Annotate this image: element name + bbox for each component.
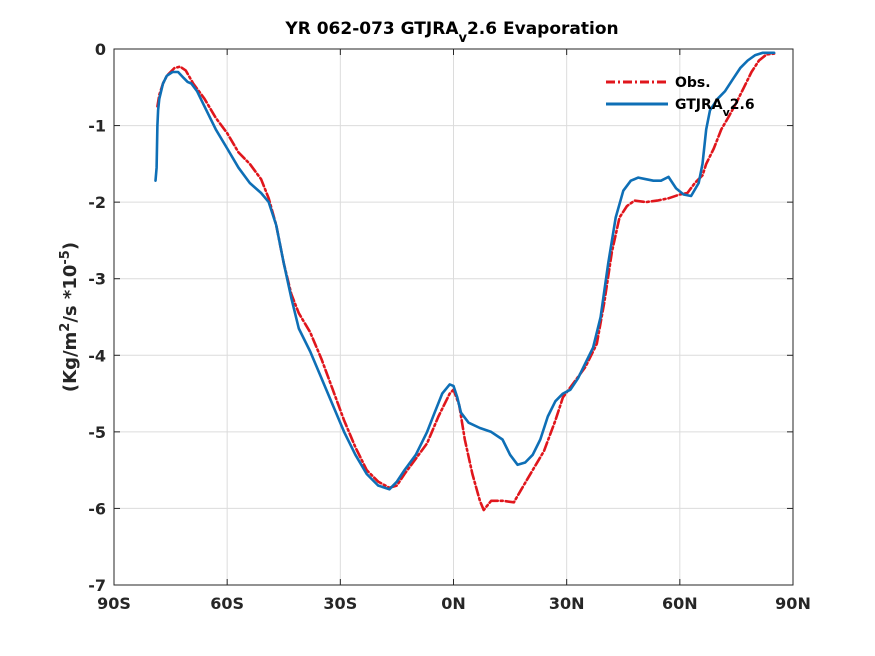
y-tick-label: -1	[88, 117, 106, 136]
y-axis-label-mid: /s *10	[60, 265, 81, 323]
y-tick-label: -2	[88, 193, 106, 212]
chart-title: YR 062-073 GTJRAv2.6 Evaporation	[284, 19, 618, 46]
y-tick-label: -3	[88, 270, 106, 289]
y-tick-label: -6	[88, 499, 106, 518]
y-axis-label-sup1: 2	[58, 323, 73, 332]
x-tick-label: 90S	[97, 594, 131, 613]
y-axis-label: (Kg/m2/s *10-5)	[58, 242, 81, 392]
x-tick-label: 60S	[210, 594, 244, 613]
y-axis-label-sup2: -5	[58, 250, 73, 264]
x-tick-label: 60N	[662, 594, 698, 613]
y-tick-label: -7	[88, 576, 106, 595]
series-lines	[154, 51, 776, 512]
y-tick-label: -5	[88, 423, 106, 442]
y-axis-label-end: )	[60, 242, 81, 250]
chart-title-subscript: v	[458, 31, 467, 46]
x-tick-label: 30N	[549, 594, 585, 613]
legend-label-gtjra: GTJRAv2.6	[675, 97, 755, 119]
legend-label-gtjra-rest: 2.6	[730, 97, 755, 113]
legend: Obs. GTJRAv2.6	[606, 75, 755, 119]
y-tick-label: -4	[88, 346, 106, 365]
x-tick-label: 30S	[323, 594, 357, 613]
x-tick-label: 90N	[775, 594, 811, 613]
legend-label-obs: Obs.	[675, 75, 711, 91]
x-tick-label: 0N	[441, 594, 466, 613]
chart-title-rest: 2.6 Evaporation	[467, 19, 619, 39]
series-line-gtjra	[154, 51, 776, 491]
series-line-obs	[156, 52, 776, 512]
y-tick-label: 0	[95, 40, 106, 59]
axis-ticks: 90S 60S 30S 0N 30N 60N 90N 0 -1 -2 -3 -4 -5 -6 -7	[88, 40, 811, 613]
legend-label-gtjra-subscript: v	[723, 106, 731, 119]
